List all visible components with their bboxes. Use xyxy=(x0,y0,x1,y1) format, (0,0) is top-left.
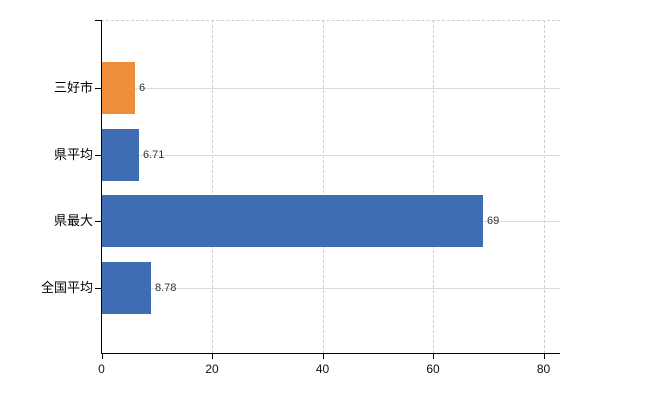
bar-value-label: 6.71 xyxy=(143,148,165,161)
category-label: 全国平均 xyxy=(40,279,93,295)
x-axis-tick-label: 0 xyxy=(98,362,105,376)
horizontal-gridline xyxy=(102,88,560,89)
category-label: 三好市 xyxy=(53,80,93,95)
x-axis-tick xyxy=(322,354,324,359)
y-axis-tick xyxy=(95,88,101,89)
category-label: 県最大 xyxy=(53,213,93,229)
x-axis xyxy=(101,353,560,354)
category-label: 県平均 xyxy=(53,146,93,162)
y-axis-top-tick xyxy=(95,20,101,21)
bar-県最大 xyxy=(102,195,483,248)
x-axis-tick-label: 40 xyxy=(315,362,330,376)
bar-県平均 xyxy=(102,128,139,181)
x-axis-tick xyxy=(543,354,545,359)
x-axis-tick-label: 60 xyxy=(426,362,440,376)
x-axis-tick xyxy=(212,354,213,359)
x-axis-tick-label: 20 xyxy=(205,362,219,376)
x-axis-tick xyxy=(101,354,103,359)
bar-三好市 xyxy=(102,62,135,114)
vertical-gridline xyxy=(433,20,434,353)
bar-全国平均 xyxy=(102,261,151,314)
horizontal-gridline xyxy=(102,154,560,156)
bar-value-label: 6 xyxy=(139,82,146,94)
y-axis xyxy=(101,20,102,354)
vertical-gridline xyxy=(543,20,545,353)
y-axis-tick xyxy=(95,154,101,156)
vertical-gridline xyxy=(212,20,213,353)
bar-value-label: 69 xyxy=(487,215,500,228)
bar-value-label: 8.78 xyxy=(155,281,177,294)
vertical-gridline xyxy=(322,20,324,353)
y-axis-tick xyxy=(95,287,101,289)
x-axis-tick xyxy=(433,354,434,359)
y-axis-tick xyxy=(95,221,101,223)
plot-top-border xyxy=(101,20,560,21)
x-axis-tick-label: 80 xyxy=(536,362,551,376)
horizontal-gridline xyxy=(102,287,560,289)
